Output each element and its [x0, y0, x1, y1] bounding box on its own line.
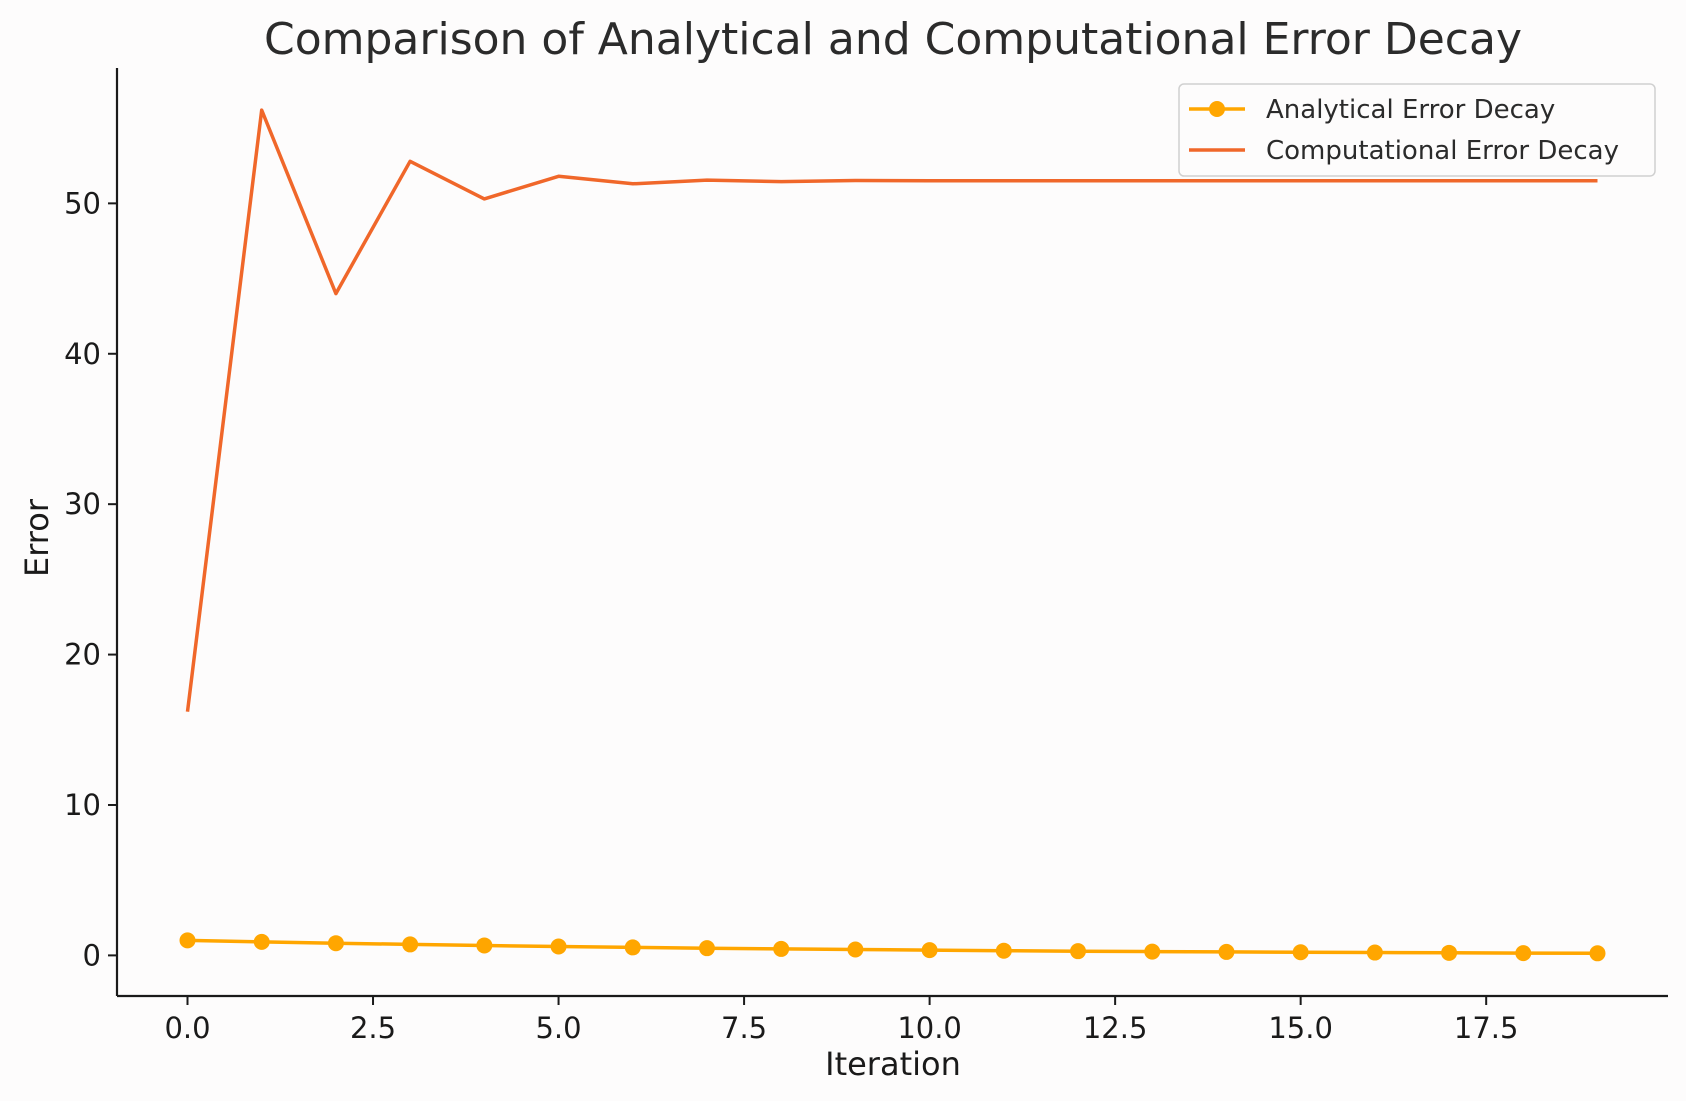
- plot-area: 0.0 2.5 5.0 7.5 10.0 12.5 15.0 17.5 0 10 20 30 40 50 A…: [64, 68, 1668, 1045]
- data-point-analytical-error-decay: [1515, 945, 1532, 962]
- x-tick-label: 10.0: [897, 1011, 962, 1045]
- y-axis-label: Error: [18, 498, 56, 577]
- y-tick-label: 20: [64, 638, 101, 672]
- x-tick-label: 17.5: [1454, 1011, 1519, 1045]
- legend: Analytical Error Decay Computational Erro…: [1178, 83, 1656, 177]
- data-point-analytical-error-decay: [1292, 944, 1309, 961]
- data-point-analytical-error-decay: [698, 940, 715, 957]
- chart-title: Comparison of Analytical and Computation…: [264, 14, 1522, 65]
- y-tick-label: 10: [64, 788, 101, 822]
- data-point-analytical-error-decay: [1218, 943, 1235, 960]
- data-point-analytical-error-decay: [1589, 945, 1606, 962]
- x-tick-label: 2.5: [350, 1011, 396, 1045]
- x-tick-label: 15.0: [1268, 1011, 1333, 1045]
- x-tick-label: 5.0: [535, 1011, 581, 1045]
- series-line-computational-error-decay: [185, 108, 1598, 712]
- data-point-analytical-error-decay: [550, 938, 567, 955]
- data-point-analytical-error-decay: [402, 936, 419, 953]
- data-point-analytical-error-decay: [1441, 944, 1458, 961]
- x-tick-label: 7.5: [721, 1011, 767, 1045]
- legend-label-computational-error-decay: Computational Error Decay: [1266, 136, 1619, 166]
- x-tick-label: 12.5: [1083, 1011, 1148, 1045]
- y-tick-label: 40: [64, 337, 101, 371]
- data-point-analytical-error-decay: [921, 942, 938, 959]
- y-tick-label: 50: [64, 186, 101, 220]
- legend-box: [1178, 83, 1656, 177]
- legend-label-analytical-error-decay: Analytical Error Decay: [1266, 95, 1555, 125]
- data-point-analytical-error-decay: [1070, 943, 1087, 960]
- data-point-analytical-error-decay: [624, 939, 641, 956]
- data-point-analytical-error-decay: [253, 933, 270, 950]
- data-point-analytical-error-decay: [476, 937, 493, 954]
- series-line-analytical-error-decay: [187, 938, 1598, 956]
- legend-marker-analytical-error-decay: [1209, 101, 1225, 117]
- data-point-analytical-error-decay: [995, 942, 1012, 959]
- data-point-analytical-error-decay: [179, 932, 196, 949]
- data-point-analytical-error-decay: [1366, 944, 1383, 961]
- data-point-analytical-error-decay: [773, 940, 790, 957]
- data-point-analytical-error-decay: [1144, 943, 1161, 960]
- y-tick-label: 30: [64, 487, 101, 521]
- data-point-analytical-error-decay: [847, 941, 864, 958]
- x-axis-label: Iteration: [825, 1045, 961, 1083]
- data-point-analytical-error-decay: [327, 935, 344, 952]
- y-tick-label: 0: [83, 938, 101, 972]
- x-tick-label: 0.0: [164, 1011, 210, 1045]
